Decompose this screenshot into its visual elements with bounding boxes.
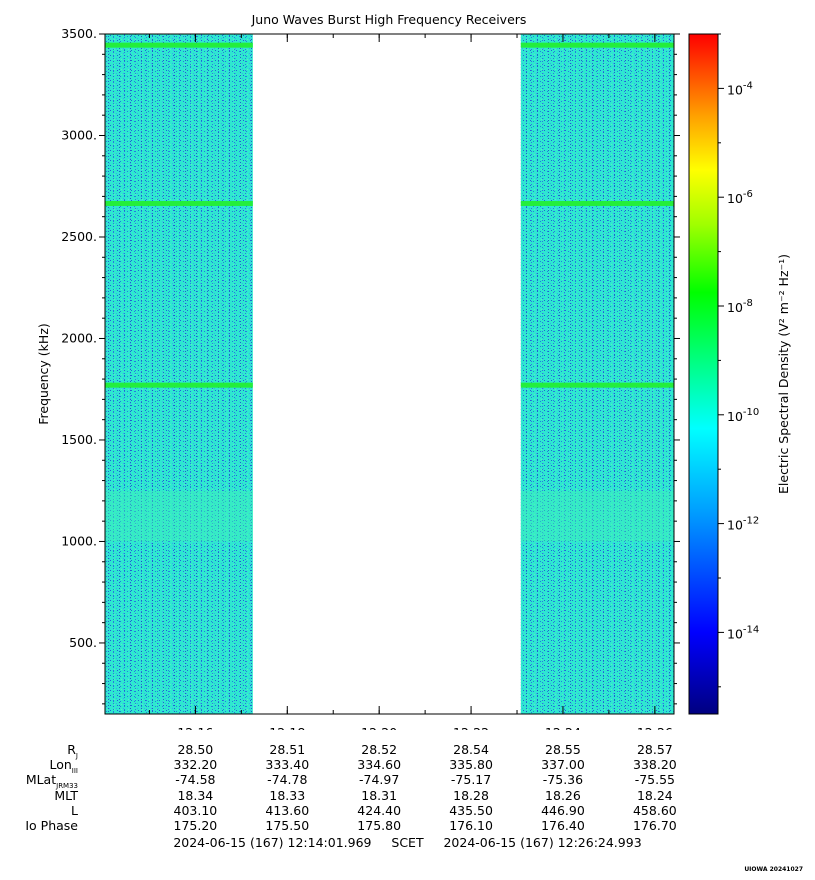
spectrogram-chart: Juno Waves Burst High Frequency Receiver… (36, 12, 791, 730)
colorbar-tick-label: 10-6 (727, 189, 753, 206)
colorbar-tick-label: 10-14 (727, 624, 759, 641)
y-tick-label: 3000. (61, 127, 97, 142)
colorbar-tick-label: 10-4 (727, 80, 753, 97)
y-tick-label: 2000. (61, 330, 97, 345)
ephemeris-value: 28.51 (269, 742, 306, 757)
x-tick-label: 12:26 (637, 725, 673, 730)
enhanced-band (105, 490, 253, 542)
colorbar-tick-label: 10-8 (727, 298, 753, 315)
ephemeris-value: 337.00 (541, 757, 585, 773)
y-axis-label: Frequency (kHz) (36, 323, 51, 425)
y-tick-label: 500. (69, 635, 97, 650)
ephemeris-value: 335.80 (449, 757, 493, 773)
ephemeris-value: 18.34 (177, 787, 214, 803)
ephemeris-value: 446.90 (541, 802, 585, 818)
ephemeris-value: 334.60 (357, 757, 402, 773)
segment-noise (105, 34, 253, 714)
ephemeris-value: 18.28 (453, 787, 489, 803)
y-tick-label: 1500. (61, 432, 97, 447)
y-tick-label: 1000. (61, 533, 97, 548)
time-range-end: 2024-06-15 (167) 12:26:24.993 (443, 835, 642, 850)
ephemeris-value: 28.54 (453, 742, 489, 757)
ephemeris-value: 28.55 (545, 742, 581, 757)
ephemeris-value: -75.36 (542, 772, 584, 788)
ephemeris-value: 28.52 (361, 742, 398, 757)
colorbar-axis: 10-4 10-6 10-8 10-10 10-12 10-14 (718, 33, 759, 688)
emission-line (520, 200, 674, 206)
plot-frame (104, 33, 675, 715)
emission-line (520, 382, 674, 388)
x-tick-label: 12:24 (545, 725, 581, 730)
x-axis: 12:16 12:18 12:20 12:22 12:24 12:26 (148, 34, 673, 730)
emission-line (105, 382, 253, 388)
x-tick-label: 12:20 (361, 725, 397, 730)
colorbar (688, 33, 719, 715)
y-tick-label: 2500. (61, 229, 97, 244)
ephemeris-label: Io Phase (25, 818, 78, 833)
ephemeris-value: 176.40 (541, 818, 585, 833)
ephemeris-label: RJ (67, 742, 78, 760)
ephemeris-value: -74.97 (359, 772, 400, 788)
ephemeris-value: 18.33 (269, 787, 306, 803)
y-axis: 500. 1000. 1500. 2000. 2500. 3000. 3500. (61, 26, 680, 705)
ephemeris-value: 28.50 (177, 742, 214, 757)
ephemeris-value: 435.50 (449, 802, 493, 818)
enhanced-band (520, 490, 674, 542)
ephemeris-value: 176.70 (632, 818, 677, 833)
ephemeris-label: MLT (54, 787, 78, 803)
ephemeris-value: 175.20 (173, 818, 218, 833)
ephemeris-value: -74.78 (267, 772, 308, 788)
ephemeris-value: 176.10 (449, 818, 493, 833)
ephemeris-label: L (71, 802, 78, 818)
ephemeris-value: 332.20 (173, 757, 218, 773)
colorbar-tick-label: 10-12 (727, 516, 759, 533)
ephemeris-value: -74.58 (175, 772, 216, 788)
ephemeris-value: 338.20 (632, 757, 677, 773)
ephemeris-value: 413.60 (265, 802, 310, 818)
ephemeris-value: 458.60 (632, 802, 677, 818)
ephemeris-value: 175.50 (265, 818, 310, 833)
y-tick-label: 3500. (61, 26, 97, 41)
ephemeris-value: -75.17 (450, 772, 492, 788)
ephemeris-value: 18.31 (361, 787, 398, 803)
x-tick-label: 12:16 (177, 725, 213, 730)
time-range-frame: SCET (391, 835, 424, 850)
colorbar-label: Electric Spectral Density (V² m⁻² Hz⁻¹) (776, 254, 791, 494)
ephemeris-value: 403.10 (173, 802, 218, 818)
emission-line (105, 200, 253, 206)
emission-line (105, 42, 253, 48)
time-range: 2024-06-15 (167) 12:14:01.969 SCET 2024-… (0, 835, 815, 850)
colorbar-tick-label: 10-10 (727, 407, 759, 424)
ephemeris-value: 424.40 (357, 802, 402, 818)
footer-mark: UIOWA 20241027 (744, 866, 803, 873)
chart-title: Juno Waves Burst High Frequency Receiver… (251, 12, 527, 27)
time-range-start: 2024-06-15 (167) 12:14:01.969 (173, 835, 372, 850)
ephemeris-value: 18.26 (545, 787, 581, 803)
segment-noise (520, 34, 674, 714)
spectrogram-plot (105, 34, 674, 714)
ephemeris-value: 28.57 (636, 742, 673, 757)
ephemeris-value: 333.40 (265, 757, 310, 773)
ephemeris-value: 175.80 (357, 818, 402, 833)
emission-line (520, 42, 674, 48)
x-tick-label: 12:22 (453, 725, 489, 730)
ephemeris-label: LonIII (49, 757, 78, 776)
ephemeris-label: MLatJRM33 (25, 772, 78, 791)
x-tick-label: 12:18 (269, 725, 305, 730)
ephemeris-value: -75.55 (634, 772, 675, 788)
ephemeris-value: 18.24 (636, 787, 673, 803)
